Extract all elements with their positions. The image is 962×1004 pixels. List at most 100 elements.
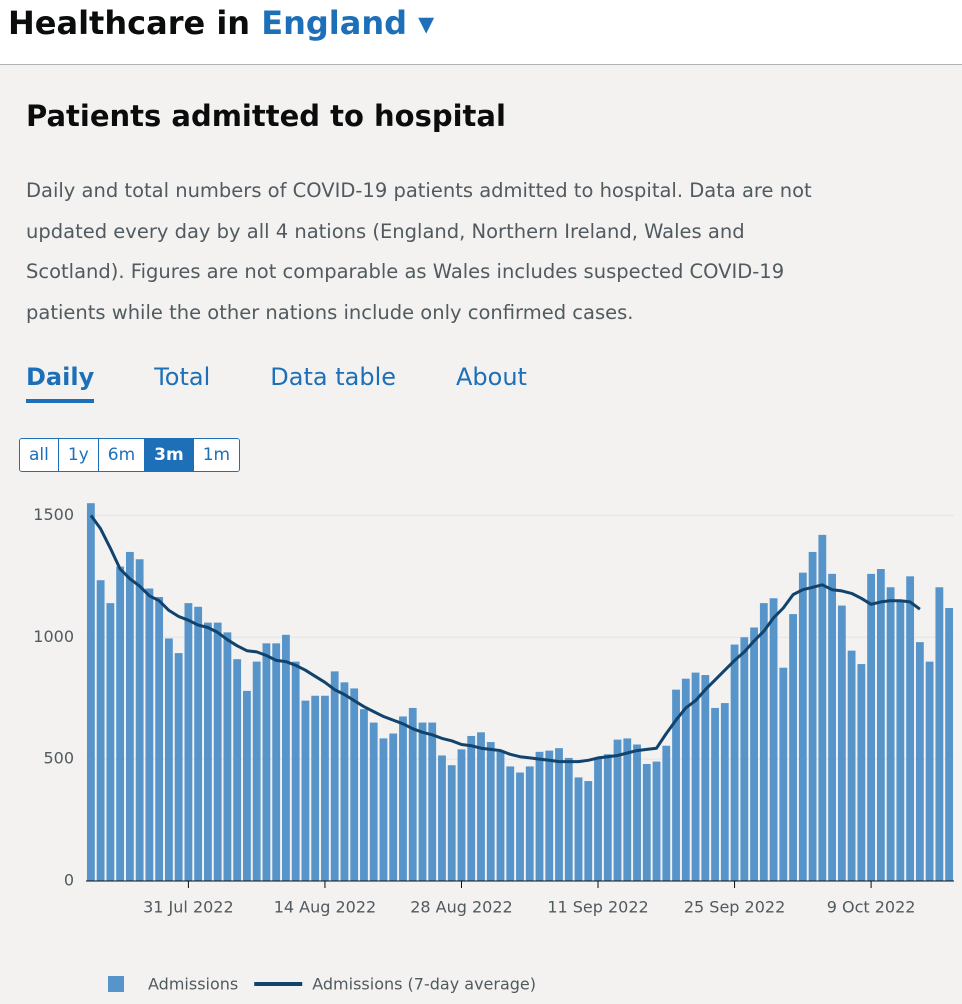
- legend-label: Admissions (7-day average): [312, 975, 536, 994]
- bar: [750, 627, 758, 881]
- bar: [486, 742, 495, 881]
- x-tick-label: 9 Oct 2022: [827, 898, 916, 917]
- bar: [847, 650, 856, 881]
- bar: [769, 598, 778, 881]
- card-description: Daily and total numbers of COVID-19 pati…: [26, 179, 812, 324]
- bar: [467, 735, 476, 881]
- range-button[interactable]: all: [20, 439, 59, 471]
- bar: [545, 750, 554, 881]
- bar: [701, 675, 710, 881]
- bar: [213, 622, 222, 881]
- bar: [116, 566, 125, 881]
- bar: [613, 739, 622, 881]
- bar: [594, 757, 602, 881]
- bar: [818, 534, 827, 881]
- x-tick-label: 14 Aug 2022: [274, 898, 377, 917]
- bar: [369, 722, 378, 881]
- range-button[interactable]: 3m: [145, 439, 194, 471]
- bar: [828, 573, 836, 881]
- tab[interactable]: Data table: [270, 363, 396, 391]
- bar: [945, 608, 954, 881]
- x-tick-label: 11 Sep 2022: [547, 898, 648, 917]
- range-button[interactable]: 1m: [193, 439, 240, 471]
- bar: [262, 643, 271, 881]
- bar: [681, 678, 690, 881]
- bar: [642, 764, 651, 881]
- bar: [711, 707, 719, 881]
- range-button[interactable]: 6m: [98, 439, 146, 471]
- bar: [408, 707, 417, 881]
- bar: [555, 748, 563, 881]
- range-button[interactable]: 1y: [58, 439, 99, 471]
- bar: [164, 638, 173, 881]
- bar: [106, 603, 115, 881]
- legend-swatch: [108, 976, 124, 992]
- bar: [272, 643, 281, 881]
- bar: [125, 551, 134, 881]
- range-buttons: all 1y 6m 3m 1m: [19, 438, 241, 472]
- tab[interactable]: Total: [154, 363, 211, 391]
- bar: [194, 606, 203, 881]
- bar: [86, 503, 95, 881]
- card-title: Patients admitted to hospital: [26, 99, 506, 133]
- bar: [935, 587, 944, 881]
- bar: [252, 661, 261, 881]
- bar: [906, 576, 915, 881]
- bar: [525, 766, 534, 881]
- bar: [652, 761, 661, 881]
- x-tick-label: 25 Sep 2022: [684, 898, 785, 917]
- bar: [389, 733, 398, 881]
- bar: [876, 569, 885, 881]
- bar: [720, 703, 729, 881]
- average-line: [89, 514, 921, 764]
- bar: [340, 682, 349, 881]
- bar: [477, 732, 485, 881]
- bar: [457, 749, 466, 881]
- bar: [886, 587, 895, 881]
- title-text: Healthcare in: [8, 4, 251, 42]
- bar: [779, 667, 788, 881]
- bar: [564, 757, 573, 881]
- bar: [506, 766, 515, 881]
- bar: [311, 695, 320, 881]
- bar: [603, 754, 612, 881]
- bar: [204, 622, 212, 881]
- bar: [633, 744, 641, 881]
- bar: [321, 695, 329, 881]
- bar: [730, 644, 739, 881]
- bar: [428, 722, 437, 881]
- bar: [672, 689, 680, 881]
- bar: [447, 765, 456, 881]
- header-title: Healthcare in England ▾: [8, 4, 434, 42]
- y-tick-label: 1000: [33, 627, 74, 646]
- bar: [925, 661, 934, 881]
- bar: [837, 605, 846, 881]
- bar: [691, 672, 700, 881]
- bar: [399, 716, 407, 881]
- x-tick-label: 28 Aug 2022: [410, 898, 513, 917]
- bar: [360, 709, 368, 881]
- bar: [184, 603, 193, 881]
- chart: 0 500 1000 1500 31 Jul 2022 14 Aug 2022 28 Aug…: [33, 503, 954, 994]
- nation-name[interactable]: England: [261, 4, 407, 42]
- tab[interactable]: About: [456, 363, 527, 391]
- bar: [662, 745, 671, 881]
- bar: [867, 573, 876, 881]
- header: Healthcare in England ▾: [0, 0, 962, 65]
- bar: [798, 572, 807, 881]
- bar: [759, 603, 768, 881]
- tab[interactable]: Daily: [26, 363, 95, 403]
- nation-link[interactable]: England ▾: [261, 4, 435, 42]
- bar: [496, 751, 505, 881]
- bar: [233, 659, 242, 881]
- bar: [350, 688, 359, 881]
- bar: [145, 588, 154, 881]
- bar: [808, 551, 817, 881]
- legend-label: Admissions: [148, 975, 238, 994]
- bar: [740, 637, 749, 881]
- bar: [516, 772, 524, 881]
- bar: [96, 580, 105, 881]
- bar: [174, 653, 183, 881]
- bar: [789, 614, 797, 881]
